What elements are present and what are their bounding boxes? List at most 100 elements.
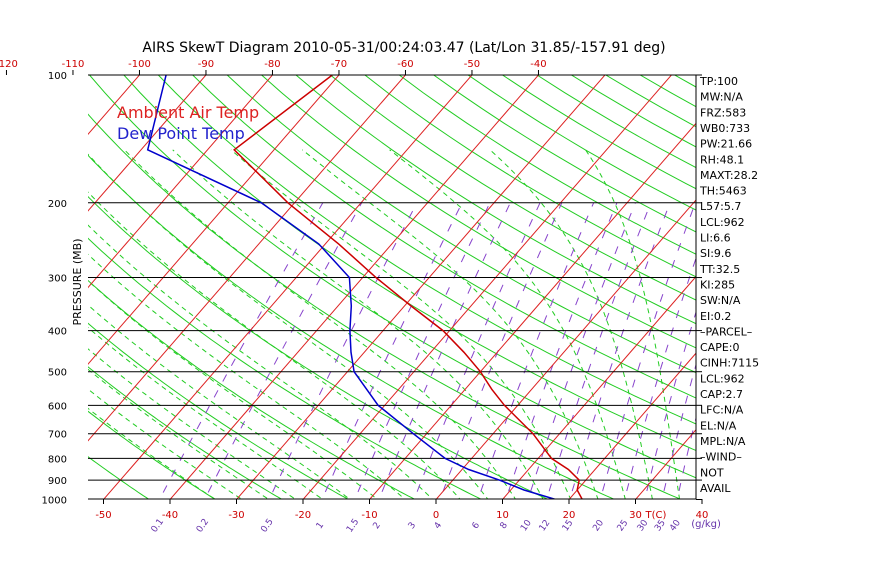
isotherm-line	[88, 75, 274, 289]
stability-index-label: LCL:962	[700, 216, 745, 229]
dry-adiabat-line	[260, 75, 696, 349]
isotherm-line	[88, 75, 207, 212]
mixing-ratio-tick-label: 2	[372, 521, 383, 531]
mixing-ratio-line	[204, 202, 363, 499]
mixing-ratio-tick-label: 12	[538, 518, 553, 533]
pressure-tick-label: 800	[48, 454, 67, 465]
dry-adiabat-line	[88, 154, 615, 499]
dry-adiabat-line	[88, 237, 482, 499]
isotherm-line	[103, 75, 473, 499]
stability-index-label: AVAIL	[700, 482, 731, 495]
stability-index-label: –PARCEL–	[700, 325, 752, 338]
mixing-ratio-line	[546, 202, 652, 499]
isotherm-line	[827, 56, 870, 509]
dry-adiabat-line	[88, 322, 349, 499]
chart-title: AIRS SkewT Diagram 2010-05-31/00:24:03.4…	[142, 40, 665, 56]
mixing-ratio-tick-label: 10	[519, 518, 534, 533]
stability-index-label: NOT	[700, 466, 724, 479]
mixing-ratio-tick-label: 40	[668, 518, 683, 533]
moist-adiabat-line	[230, 149, 572, 499]
isotherm-line	[435, 199, 696, 499]
pressure-tick-label: 600	[48, 401, 67, 412]
dry-adiabat-line	[88, 113, 682, 499]
isotherm-line	[502, 275, 696, 499]
stability-index-label: TP:100	[699, 75, 738, 88]
pressure-tick-label: 300	[48, 274, 67, 285]
dry-adiabat-line	[501, 75, 696, 190]
dry-adiabat-line	[88, 195, 549, 499]
stability-index-label: PW:21.66	[700, 138, 752, 151]
top-temp-tick-label: -120	[0, 59, 18, 70]
pressure-tick-label: 1000	[42, 496, 67, 507]
mixing-ratio-tick-label: 1.5	[345, 517, 361, 534]
dry-adiabat-line	[88, 279, 416, 499]
mixing-ratio-tick-label: 0.2	[195, 517, 211, 534]
dry-adiabat-line	[398, 75, 696, 255]
dry-adiabat-line	[329, 75, 696, 301]
isotherm-line	[88, 75, 141, 136]
pressure-tick-label: 100	[48, 71, 67, 82]
mixing-ratio-line	[477, 202, 595, 499]
moist-adiabat-line	[88, 388, 243, 499]
isotherm-line	[88, 75, 407, 442]
mixing-ratio-line	[505, 202, 618, 499]
mixing-ratio-tick-label: 20	[591, 518, 606, 533]
bottom-temp-tick-label: -30	[228, 510, 244, 521]
dry-adiabat-line	[673, 75, 696, 88]
bottom-temp-tick-label: 20	[563, 510, 576, 521]
pressure-tick-label: 500	[48, 368, 67, 379]
mixing-ratio-line	[354, 202, 491, 499]
moist-adiabat-line	[389, 149, 626, 499]
legend-ambient: Ambient Air Temp	[117, 103, 259, 122]
mixing-ratio-line	[159, 202, 324, 499]
mixing-ratio-tick-label: 4	[433, 520, 445, 531]
mixing-ratio-tick-label: 3	[407, 521, 418, 531]
stability-index-label: RH:48.1	[700, 153, 744, 166]
mixing-ratio-line	[600, 202, 696, 499]
stability-index-label: MAXT:28.2	[700, 169, 758, 182]
pressure-tick-label: 900	[48, 476, 67, 487]
dewpoint-temp-profile	[146, 75, 556, 499]
stability-index-label: TT:32.5	[699, 263, 740, 276]
legend-dewpoint: Dew Point Temp	[117, 124, 245, 143]
y-axis-label: PRESSURE (MB)	[71, 239, 84, 326]
top-temp-tick-label: -110	[62, 59, 85, 70]
stability-index-label: CAPE:0	[700, 341, 740, 354]
mixing-ratio-tick-label: 1	[315, 521, 326, 531]
ambient-temp-profile	[233, 75, 583, 499]
mixing-ratio-tick-label: 0.5	[259, 517, 275, 534]
bottom-temp-tick-label: 30	[629, 510, 642, 521]
x-axis-label: T(C)	[645, 510, 667, 521]
top-temp-tick-label: -80	[264, 59, 280, 70]
stability-index-label: SI:9.6	[700, 247, 731, 260]
stability-index-label: KI:285	[700, 278, 735, 291]
mixing-ratio-tick-label: 8	[499, 520, 511, 531]
top-temp-tick-label: -90	[198, 59, 214, 70]
isotherm-line	[761, 56, 870, 509]
moist-adiabat-line	[88, 368, 269, 499]
dry-adiabat-line	[295, 75, 696, 325]
isotherm-line	[0, 56, 23, 509]
mixing-ratio-line	[527, 202, 636, 499]
dry-adiabat-line	[192, 75, 696, 399]
bottom-temp-tick-label: 0	[433, 510, 439, 521]
stability-index-label: LI:6.6	[700, 232, 731, 245]
stability-index-label: SW:N/A	[700, 294, 741, 307]
bottom-temp-tick-label: 40	[696, 510, 709, 521]
isotherm-line	[169, 75, 540, 499]
stability-index-label: EL:N/A	[700, 419, 737, 432]
pressure-tick-label: 700	[48, 430, 67, 441]
isotherm-line	[635, 429, 696, 499]
bottom-temp-tick-label: -10	[361, 510, 377, 521]
stability-index-label: TH:5463	[699, 185, 747, 198]
top-temp-tick-label: -60	[397, 59, 413, 70]
isotherm-line	[88, 75, 340, 365]
mixing-ratio-line	[439, 202, 563, 499]
bottom-temp-tick-label: 10	[496, 510, 509, 521]
mixing-ratio-unit-label: (g/kg)	[691, 519, 721, 530]
mixing-ratio-line	[569, 202, 671, 499]
moist-adiabat-line	[88, 407, 216, 499]
mixing-ratio-line	[413, 202, 541, 499]
